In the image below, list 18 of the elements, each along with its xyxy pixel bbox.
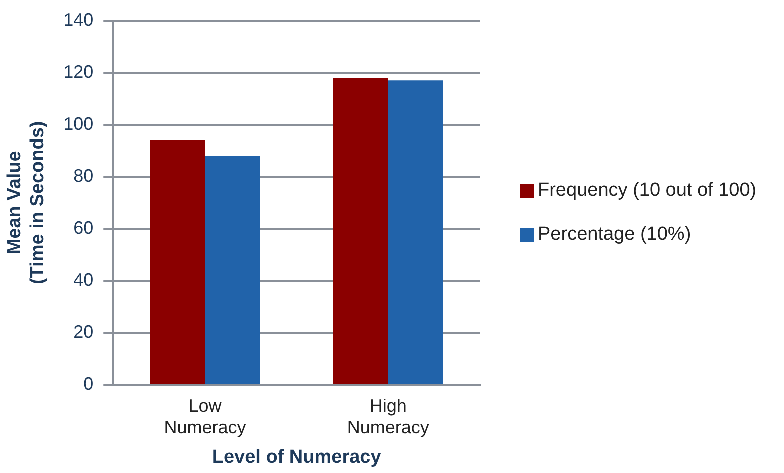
bar: [205, 156, 260, 384]
y-tick-label: 120: [64, 62, 94, 82]
y-axis-title: Mean Value (Time in Seconds): [4, 121, 48, 285]
bar: [333, 78, 388, 384]
bar: [388, 80, 444, 384]
legend-label: Percentage (10%): [538, 223, 692, 247]
bar: [150, 140, 206, 384]
legend-label: Frequency (10 out of 100): [538, 179, 757, 203]
y-tick-label: 20: [74, 322, 94, 342]
y-tick-label: 60: [74, 218, 94, 238]
x-tick-label: High Numeracy: [347, 396, 430, 438]
x-tick-label: Low Numeracy: [164, 396, 246, 438]
y-tick-label: 80: [74, 166, 94, 186]
y-tick-label: 40: [74, 270, 94, 290]
y-tick-label: 0: [84, 374, 94, 394]
y-tick-label: 100: [64, 114, 94, 134]
x-axis-title: Level of Numeracy: [212, 446, 382, 468]
y-tick-label: 140: [64, 10, 94, 30]
